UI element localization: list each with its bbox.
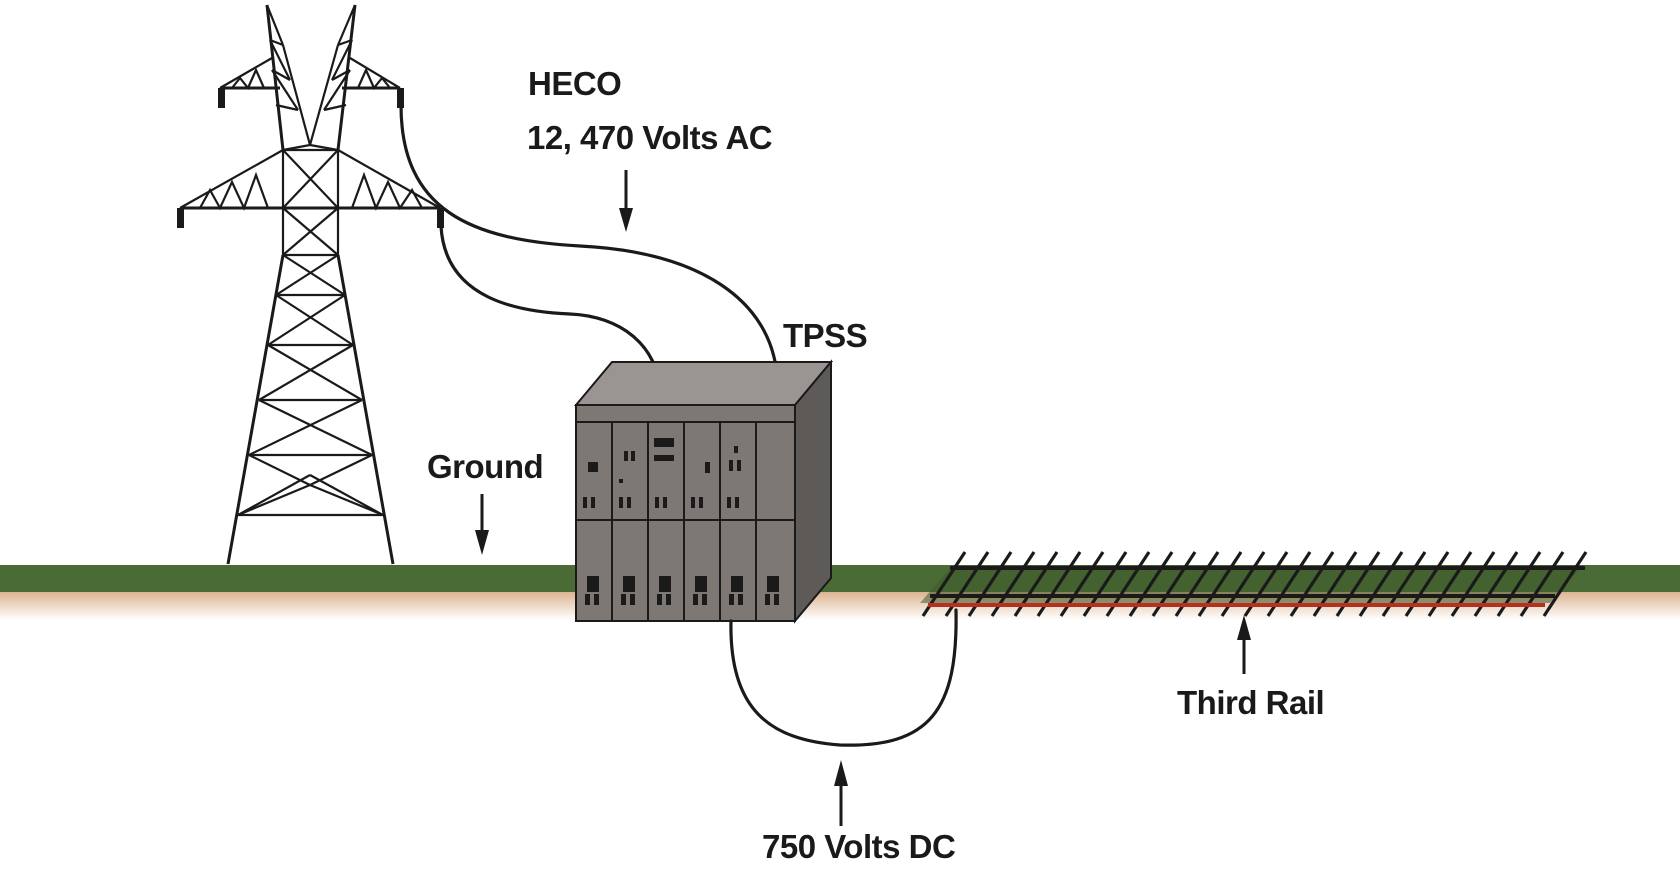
label-substation: TPSS (783, 317, 867, 354)
arrow-dc (834, 760, 848, 826)
arrow-heco (619, 170, 633, 232)
label-third-rail: Third Rail (1177, 684, 1324, 721)
railroad-track-icon (920, 551, 1588, 617)
ac-feeder-wire-lower (439, 224, 662, 394)
label-dc-voltage: 750 Volts DC (762, 828, 955, 865)
ac-feeder-wire-upper (399, 103, 779, 377)
arrow-third-rail (1237, 615, 1251, 674)
railroad-tie (1542, 551, 1588, 617)
dc-feeder-wire (729, 608, 958, 747)
transmission-tower-icon (177, 4, 444, 565)
substation-cabinet-icon (573, 359, 834, 624)
label-source-voltage: 12, 470 Volts AC (527, 119, 772, 156)
arrow-ground (475, 494, 489, 555)
label-source-name: HECO (528, 65, 621, 102)
label-ground: Ground (427, 448, 543, 485)
